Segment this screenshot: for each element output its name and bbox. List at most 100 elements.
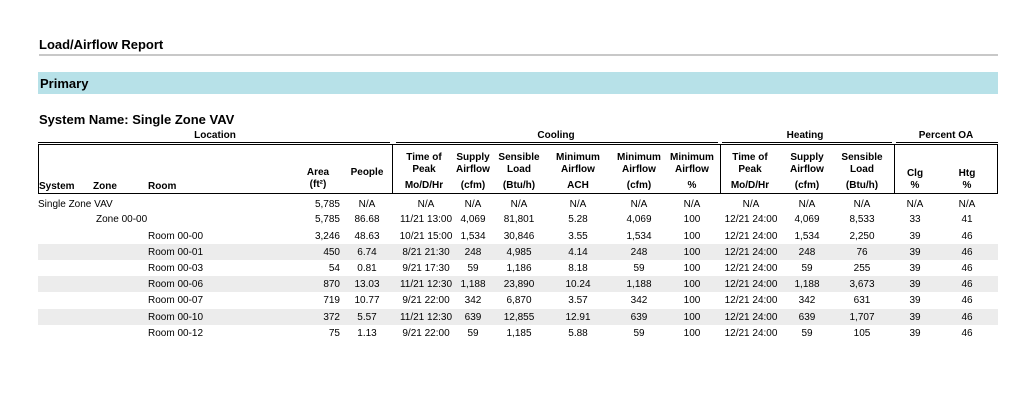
column-header-box: [38, 144, 998, 194]
cell-c-supply: N/A: [464, 199, 482, 210]
table-row: Room 00-01 450 6.74 8/21 21:30 248 4,985 4.14 2…: [38, 244, 998, 260]
cell-c-time: 10/21 15:00: [399, 231, 453, 242]
col-cool-min-cfm-line3: (cfm): [626, 180, 652, 191]
cell-c-time: 11/21 12:30: [399, 279, 453, 290]
table-row: Room 00-00 3,246 48.63 10/21 15:00 1,534 30,8…: [38, 228, 998, 244]
cell-h-time: N/A: [742, 199, 760, 210]
cell-c-mincfm: 4,069: [626, 214, 652, 225]
cell-c-sens: 23,890: [503, 279, 535, 290]
group-location: Location: [194, 130, 236, 141]
header-divider: [392, 144, 393, 194]
col-zone: Zone: [93, 181, 117, 192]
group-percent-oa-rule: [896, 142, 998, 143]
cell-area: 3,246: [314, 231, 340, 242]
table-row: Room 00-06 870 13.03 11/21 12:30 1,188 23,890…: [38, 276, 998, 292]
cell-c-ach: 5.28: [568, 214, 588, 225]
group-percent-oa: Percent OA: [918, 130, 974, 141]
col-cool-time-line3: Mo/D/Hr: [404, 180, 444, 191]
cell-c-supply: 59: [467, 328, 479, 339]
cell-h-sens: N/A: [853, 199, 871, 210]
cell-h-time: 12/21 24:00: [724, 295, 778, 306]
table-row: Room 00-03 54 0.81 9/21 17:30 59 1,186 8.18 59 1…: [38, 260, 998, 276]
cell-c-time: 9/21 22:00: [402, 295, 450, 306]
cell-htg: 46: [961, 295, 973, 306]
cell-h-supply: 59: [801, 263, 813, 274]
cell-c-mincfm: 248: [630, 247, 648, 258]
cell-area: 5,785: [314, 199, 340, 210]
cell-c-minpct: 100: [683, 295, 701, 306]
cell-c-ach: 10.24: [565, 279, 591, 290]
cell-c-ach: 5.88: [568, 328, 588, 339]
cell-h-supply: 4,069: [794, 214, 820, 225]
cell-h-sens: 105: [853, 328, 871, 339]
title-divider: [39, 54, 998, 56]
cell-c-supply: 1,534: [460, 231, 486, 242]
cell-c-ach: 4.14: [568, 247, 588, 258]
col-cool-min-cfm-line1: Minimum: [617, 152, 661, 163]
cell-c-time: 11/21 13:00: [399, 214, 453, 225]
table-row: Room 00-10 372 5.57 11/21 12:30 639 12,855 12.…: [38, 309, 998, 325]
cell-people: 13.03: [354, 279, 380, 290]
table-row: Room 00-07 719 10.77 9/21 22:00 342 6,870 3.57…: [38, 292, 998, 308]
col-oa-clg-line1: Clg: [906, 168, 924, 179]
cell-h-sens: 255: [853, 263, 871, 274]
header-divider: [720, 144, 721, 194]
col-heat-supply-line1: Supply: [790, 152, 824, 163]
cell-clg: N/A: [906, 199, 924, 210]
cell-c-mincfm: 342: [630, 295, 648, 306]
cell-c-time: 9/21 17:30: [402, 263, 450, 274]
col-cool-supply-line2: Airflow: [456, 164, 490, 175]
col-heat-sensible-line3: (Btu/h): [845, 180, 879, 191]
cell-c-mincfm: 1,534: [626, 231, 652, 242]
cell-c-sens: 1,185: [506, 328, 532, 339]
col-cool-min-ach-line3: ACH: [567, 180, 589, 191]
group-cooling-rule: [396, 142, 718, 143]
cell-room: Room 00-03: [148, 263, 204, 274]
col-cool-sensible-line1: Sensible: [498, 152, 540, 163]
col-room: Room: [148, 181, 177, 192]
cell-c-sens: 6,870: [506, 295, 532, 306]
col-heat-time-line3: Mo/D/Hr: [730, 180, 770, 191]
cell-people: 5.57: [357, 312, 377, 323]
cell-c-mincfm: N/A: [630, 199, 648, 210]
cell-clg: 33: [909, 214, 921, 225]
cell-c-supply: 248: [464, 247, 482, 258]
cell-room: Room 00-10: [148, 312, 204, 323]
cell-area: 5,785: [314, 214, 340, 225]
header-divider: [894, 144, 895, 194]
cell-h-time: 12/21 24:00: [724, 231, 778, 242]
cell-room: Room 00-12: [148, 328, 204, 339]
cell-h-supply: 639: [798, 312, 816, 323]
cell-c-sens: 12,855: [503, 312, 535, 323]
col-cool-sensible-line3: (Btu/h): [502, 180, 536, 191]
cell-clg: 39: [909, 295, 921, 306]
cell-c-mincfm: 59: [633, 263, 645, 274]
cell-htg: 46: [961, 328, 973, 339]
col-cool-min-pct-line2: Airflow: [675, 164, 709, 175]
cell-c-sens: 81,801: [503, 214, 535, 225]
col-cool-min-ach-line1: Minimum: [556, 152, 600, 163]
cell-people: 0.81: [357, 263, 377, 274]
col-heat-sensible: Sensible Load (Btu/h): [838, 152, 886, 192]
col-oa-htg: Htg %: [954, 168, 980, 192]
cell-c-mincfm: 639: [630, 312, 648, 323]
cell-htg: 41: [961, 214, 973, 225]
cell-htg: 46: [961, 263, 973, 274]
cell-clg: 39: [909, 231, 921, 242]
col-oa-clg: Clg %: [902, 168, 928, 192]
cell-people: 6.74: [357, 247, 377, 258]
cell-clg: 39: [909, 328, 921, 339]
col-oa-htg-line1: Htg: [958, 168, 976, 179]
col-area-line2: (ft²): [309, 179, 327, 190]
cell-people: 1.13: [357, 328, 377, 339]
section-header: Primary: [38, 72, 998, 94]
col-oa-clg-line2: %: [910, 180, 920, 191]
col-heat-time-line2: Peak: [738, 164, 762, 175]
cell-c-ach: N/A: [569, 199, 587, 210]
col-cool-min-pct-line1: Minimum: [670, 152, 714, 163]
cell-people: N/A: [358, 199, 376, 210]
col-cool-sensible: Sensible Load (Btu/h): [496, 152, 542, 192]
col-cool-sensible-line2: Load: [507, 164, 531, 175]
cell-h-sens: 8,533: [849, 214, 875, 225]
group-location-rule: [38, 142, 390, 143]
